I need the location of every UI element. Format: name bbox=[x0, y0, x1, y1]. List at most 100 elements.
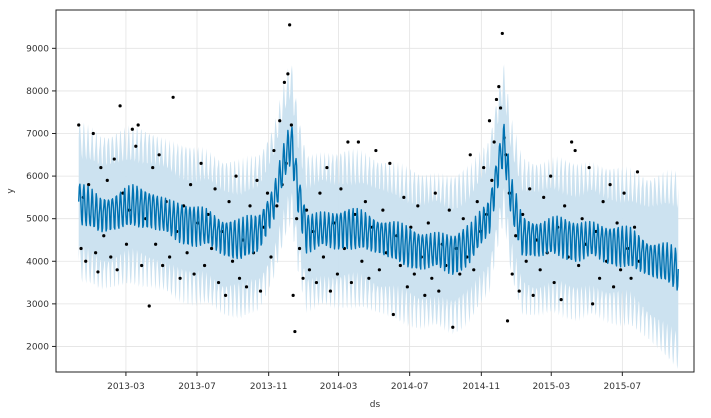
observed-point bbox=[140, 263, 144, 268]
observed-point bbox=[282, 80, 286, 84]
observed-point bbox=[213, 187, 217, 191]
observed-point bbox=[151, 165, 155, 170]
observed-point bbox=[433, 191, 437, 195]
x-axis-ticks: 2013-03 2013-07 2013-11 2014-03 2014-07 2014-… bbox=[107, 372, 641, 392]
observed-point bbox=[559, 298, 563, 302]
observed-point bbox=[524, 259, 528, 263]
observed-point bbox=[611, 285, 616, 289]
observed-point bbox=[538, 268, 542, 272]
observed-point bbox=[168, 255, 172, 259]
observed-point bbox=[608, 183, 612, 187]
observed-point bbox=[573, 148, 577, 153]
observed-point bbox=[289, 123, 293, 127]
observed-point bbox=[510, 272, 514, 276]
uncertainty-band-layer bbox=[78, 64, 679, 370]
observed-point bbox=[325, 165, 329, 170]
observed-point bbox=[255, 178, 259, 182]
observed-point bbox=[248, 204, 252, 208]
observed-point bbox=[587, 165, 591, 170]
observed-point bbox=[161, 263, 165, 268]
observed-point bbox=[109, 255, 113, 259]
observed-point bbox=[416, 204, 420, 208]
observed-point bbox=[426, 221, 430, 225]
y-axis-ticks: 2000 3000 4000 5000 6000 7000 8000 9000 bbox=[26, 44, 56, 352]
observed-point bbox=[451, 325, 455, 329]
y-tick-label: 5000 bbox=[26, 215, 49, 225]
observed-point bbox=[398, 263, 402, 268]
observed-point bbox=[216, 280, 221, 285]
x-tick-label: 2014-07 bbox=[391, 382, 429, 392]
observed-point bbox=[635, 170, 640, 174]
observed-point bbox=[84, 259, 88, 263]
observed-point bbox=[272, 148, 276, 153]
observed-point bbox=[178, 276, 182, 280]
y-tick-label: 9000 bbox=[26, 44, 49, 54]
observed-point bbox=[549, 174, 553, 178]
observed-point bbox=[96, 270, 100, 274]
observed-point bbox=[521, 212, 525, 217]
plot-frame bbox=[55, 9, 695, 373]
y-tick-label: 7000 bbox=[26, 130, 49, 140]
observed-point bbox=[517, 289, 521, 293]
observed-point bbox=[130, 127, 134, 131]
observed-point bbox=[230, 259, 235, 263]
uncertainty-band bbox=[78, 64, 679, 370]
observed-point bbox=[295, 217, 299, 221]
x-tick-label: 2014-11 bbox=[463, 382, 501, 392]
observed-point bbox=[237, 276, 242, 280]
x-tick-label: 2013-11 bbox=[250, 382, 288, 392]
observed-point bbox=[335, 272, 340, 276]
observed-point bbox=[293, 329, 297, 334]
observed-point bbox=[577, 263, 581, 268]
observed-point bbox=[188, 183, 193, 187]
observed-point bbox=[112, 157, 116, 161]
observed-point bbox=[505, 319, 510, 323]
observed-point bbox=[154, 242, 158, 246]
observed-point bbox=[447, 208, 451, 212]
observed-point bbox=[482, 165, 486, 170]
observed-point bbox=[388, 161, 392, 165]
observed-point bbox=[468, 153, 472, 157]
observed-point bbox=[402, 195, 406, 199]
observed-point bbox=[134, 144, 138, 148]
observed-point bbox=[318, 191, 322, 195]
observed-point bbox=[514, 234, 518, 238]
observed-point bbox=[286, 72, 290, 76]
observed-point bbox=[124, 242, 129, 246]
observed-point bbox=[328, 289, 333, 293]
x-tick-label: 2015-07 bbox=[604, 382, 642, 392]
observed-point bbox=[500, 31, 504, 36]
observed-point bbox=[377, 268, 381, 272]
observed-point bbox=[118, 104, 122, 108]
observed-point bbox=[363, 200, 367, 204]
observed-point bbox=[234, 174, 238, 178]
observed-point bbox=[307, 268, 312, 272]
observed-point bbox=[288, 23, 292, 27]
observed-point bbox=[314, 280, 319, 285]
y-tick-label: 8000 bbox=[26, 87, 49, 97]
observed-point bbox=[304, 208, 309, 212]
observed-point bbox=[209, 246, 214, 251]
observed-point bbox=[278, 119, 282, 123]
observed-point bbox=[199, 161, 203, 165]
observed-point bbox=[622, 191, 626, 195]
observed-point bbox=[570, 140, 574, 144]
y-tick-label: 4000 bbox=[26, 257, 49, 267]
observed-point bbox=[356, 140, 360, 144]
observed-point bbox=[598, 276, 602, 280]
observed-point bbox=[349, 280, 353, 285]
observed-point bbox=[115, 268, 119, 272]
observed-point bbox=[632, 225, 637, 229]
observed-point bbox=[618, 268, 623, 272]
observed-point bbox=[147, 304, 151, 308]
observed-point bbox=[136, 123, 140, 127]
y-tick-label: 6000 bbox=[26, 172, 49, 182]
observed-point bbox=[492, 140, 496, 144]
observed-point bbox=[531, 293, 535, 297]
observed-point bbox=[185, 251, 189, 255]
observed-point bbox=[458, 272, 462, 276]
observed-point bbox=[227, 200, 231, 204]
forecast-line-layer bbox=[78, 123, 679, 291]
observed-point bbox=[423, 293, 427, 297]
